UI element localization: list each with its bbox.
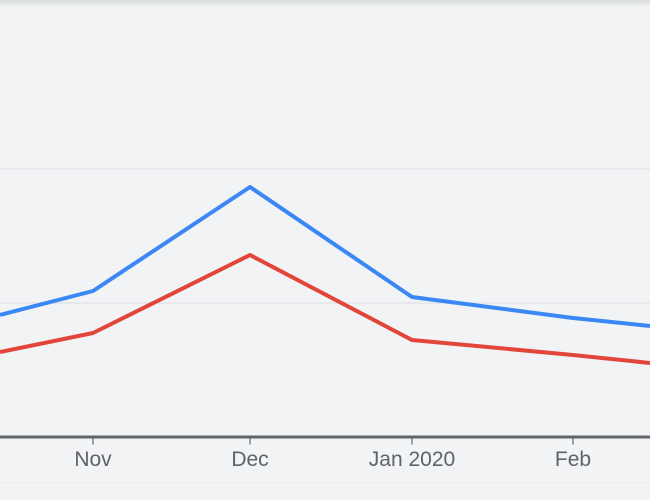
x-axis-label: Nov: [74, 448, 112, 471]
tick-mark: [572, 438, 574, 445]
chart-line-series-blue: [0, 185, 650, 328]
tick-mark: [411, 438, 413, 445]
x-axis-label: Dec: [231, 448, 269, 471]
tick-mark: [249, 438, 251, 445]
axis-baseline: [0, 436, 650, 439]
gridline: [0, 302, 650, 304]
gridline: [0, 168, 650, 170]
axis-baseline-highlight: [0, 435, 650, 436]
x-axis-label: Jan 2020: [368, 448, 456, 471]
chart-line-series-red: [0, 253, 650, 365]
x-axis-label: Feb: [554, 448, 592, 471]
tick-mark: [92, 438, 94, 445]
